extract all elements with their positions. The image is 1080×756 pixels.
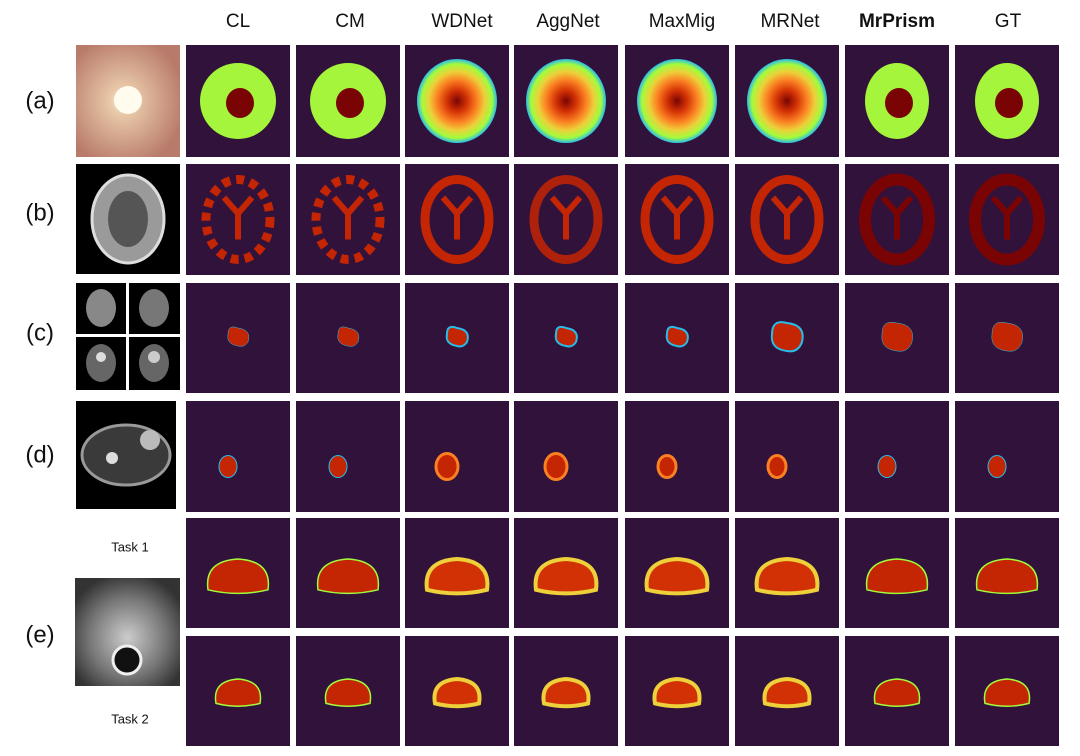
ct-organ	[106, 452, 118, 464]
column-header: MrPrism	[859, 11, 935, 32]
prediction	[990, 195, 1024, 240]
column-headers: CL CM WDNet AggNet MaxMig MRNet MrPrism …	[226, 11, 1022, 32]
result-cell	[186, 401, 290, 512]
prediction	[766, 454, 788, 479]
prediction	[885, 88, 913, 118]
prediction	[554, 325, 578, 348]
prediction	[770, 195, 804, 240]
prediction	[762, 676, 812, 709]
prediction	[880, 195, 914, 240]
prediction	[420, 175, 494, 264]
prediction	[445, 325, 469, 348]
prediction	[543, 452, 569, 481]
prediction	[754, 556, 820, 596]
tile-tumor	[96, 352, 106, 362]
prediction	[214, 678, 262, 707]
row-label: (b)	[25, 199, 54, 226]
result-cell	[405, 401, 509, 512]
prediction	[440, 195, 474, 240]
row-labels: (a) (b) (c) (d) (e) Task 1 Task 2	[25, 87, 148, 726]
row-label: (e)	[25, 621, 54, 648]
prediction	[328, 455, 348, 478]
prediction	[747, 59, 827, 143]
tile-brain	[86, 289, 116, 327]
prediction	[541, 676, 591, 709]
prediction	[324, 678, 372, 707]
prediction	[227, 326, 250, 347]
ct-organ	[140, 430, 160, 450]
tile-tumor	[148, 351, 160, 363]
prediction	[995, 88, 1023, 118]
column-header: CM	[335, 11, 365, 32]
prediction	[865, 558, 929, 595]
prediction	[432, 676, 482, 709]
probe	[111, 644, 143, 676]
prediction	[331, 195, 365, 240]
column-header: WDNet	[431, 11, 493, 32]
prediction	[311, 175, 385, 264]
prediction	[750, 175, 824, 264]
prediction	[316, 558, 380, 595]
result-cell	[845, 401, 949, 512]
column-header: MaxMig	[649, 11, 716, 32]
column-header: GT	[995, 11, 1022, 32]
prediction	[660, 195, 694, 240]
prediction	[969, 173, 1045, 266]
prediction	[665, 325, 689, 348]
prediction	[877, 455, 897, 478]
prediction	[652, 676, 702, 709]
tile-brain	[139, 289, 169, 327]
prediction	[644, 556, 710, 596]
prediction	[201, 175, 275, 264]
optic-disc	[114, 86, 142, 114]
prediction	[218, 455, 238, 478]
row-label: (d)	[25, 441, 54, 468]
result-cell	[735, 401, 839, 512]
prediction	[975, 558, 1039, 595]
prediction	[337, 326, 360, 347]
prediction	[533, 556, 599, 596]
prediction	[881, 321, 913, 352]
prediction	[637, 59, 717, 143]
prediction	[991, 321, 1023, 352]
result-grid	[186, 45, 1059, 746]
prediction	[226, 88, 254, 118]
prediction	[529, 175, 603, 264]
result-cell	[955, 401, 1059, 512]
prediction	[336, 88, 364, 118]
prediction	[526, 59, 606, 143]
prediction	[640, 175, 714, 264]
prediction	[221, 195, 255, 240]
prediction	[417, 59, 497, 143]
prediction	[770, 321, 804, 353]
prediction	[987, 455, 1007, 478]
brain-inner	[108, 191, 148, 247]
column-header: CL	[226, 11, 250, 32]
tile-brain	[86, 344, 116, 382]
row-label: (a)	[25, 87, 54, 114]
prediction	[983, 678, 1031, 707]
prediction	[424, 556, 490, 596]
result-cell	[625, 401, 729, 512]
column-header: MRNet	[760, 11, 820, 32]
column-header: AggNet	[536, 11, 600, 32]
row-label: (c)	[26, 319, 54, 346]
result-cell	[514, 401, 618, 512]
prediction	[873, 678, 921, 707]
prediction	[859, 173, 935, 266]
task-label: Task 1	[111, 539, 149, 554]
prediction	[434, 452, 460, 481]
task-label: Task 2	[111, 711, 149, 726]
result-cell	[296, 401, 400, 512]
prediction	[549, 195, 583, 240]
input-images	[75, 45, 180, 686]
prediction	[656, 454, 678, 479]
prediction	[206, 558, 270, 595]
